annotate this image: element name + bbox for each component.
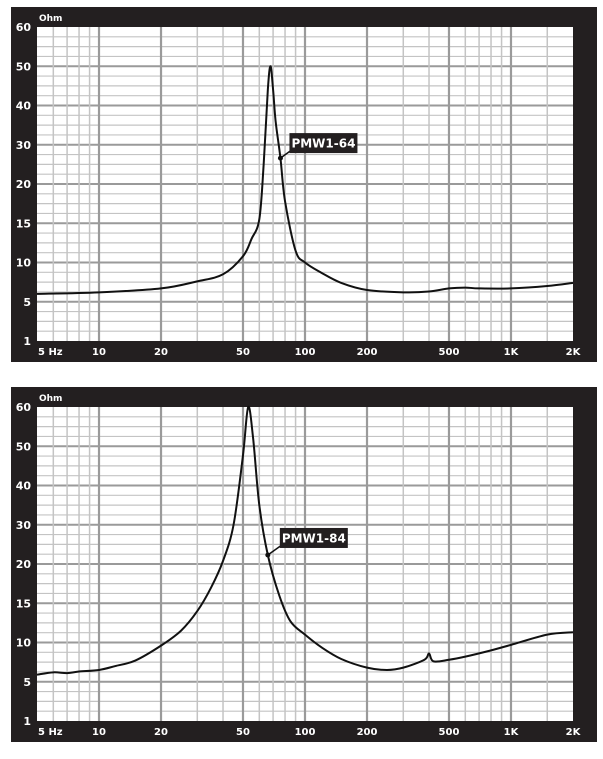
x-tick-label: 500 bbox=[439, 347, 460, 358]
x-tick-label: 2K bbox=[566, 347, 582, 358]
x-tick-label: 50 bbox=[236, 347, 250, 358]
x-tick-label: 1K bbox=[504, 727, 520, 738]
y-tick-label: 10 bbox=[16, 637, 32, 650]
y-axis-label: Ohm bbox=[39, 14, 62, 24]
y-tick-label: 30 bbox=[16, 519, 32, 532]
y-tick-label: 1 bbox=[23, 715, 31, 728]
y-tick-label: 15 bbox=[16, 597, 31, 610]
x-tick-label: 1K bbox=[504, 347, 520, 358]
y-tick-label: 1 bbox=[23, 335, 31, 348]
y-tick-label: 50 bbox=[16, 60, 32, 73]
x-tick-label: 10 bbox=[92, 727, 106, 738]
x-tick-label: 5 Hz bbox=[38, 727, 63, 738]
y-tick-label: 30 bbox=[16, 139, 32, 152]
series-label-box bbox=[279, 527, 348, 548]
y-tick-label: 10 bbox=[16, 257, 32, 270]
x-tick-label: 50 bbox=[236, 727, 250, 738]
y-tick-label: 50 bbox=[16, 440, 32, 453]
y-tick-label: 40 bbox=[16, 480, 32, 493]
series-label: PMW1-84 bbox=[282, 531, 346, 545]
series-label-box bbox=[289, 133, 358, 154]
x-tick-label: 200 bbox=[357, 347, 378, 358]
x-tick-label: 100 bbox=[295, 347, 316, 358]
y-tick-label: 5 bbox=[23, 676, 31, 689]
label-leader-line bbox=[267, 544, 283, 556]
x-tick-label: 100 bbox=[295, 727, 316, 738]
impedance-chart-pmw1-84: 1 5 10 15 20 30 40 50 60 Ohm 5 Hz 10 20 50 100 200 500 1K… bbox=[0, 380, 603, 755]
x-tick-label: 500 bbox=[439, 727, 460, 738]
y-tick-label: 5 bbox=[23, 296, 31, 309]
y-tick-label: 40 bbox=[16, 100, 32, 113]
y-axis-label: Ohm bbox=[39, 394, 62, 404]
x-tick-label: 20 bbox=[154, 727, 168, 738]
x-tick-label: 10 bbox=[92, 347, 106, 358]
y-tick-label: 60 bbox=[16, 401, 32, 414]
x-tick-label: 2K bbox=[566, 727, 582, 738]
y-tick-label: 15 bbox=[16, 217, 31, 230]
y-tick-label: 60 bbox=[16, 21, 32, 34]
x-tick-label: 5 Hz bbox=[38, 347, 63, 358]
y-tick-label: 20 bbox=[16, 178, 32, 191]
x-tick-label: 200 bbox=[357, 727, 378, 738]
x-tick-label: 20 bbox=[154, 347, 168, 358]
impedance-chart-pmw1-64: 1 5 10 15 20 30 40 50 60 Ohm 5 Hz 10 20 50 100 200 500 1K… bbox=[0, 0, 603, 375]
series-label: PMW1-64 bbox=[291, 137, 355, 151]
y-tick-label: 20 bbox=[16, 558, 32, 571]
impedance-curve-pmw1-64 bbox=[36, 65, 574, 295]
